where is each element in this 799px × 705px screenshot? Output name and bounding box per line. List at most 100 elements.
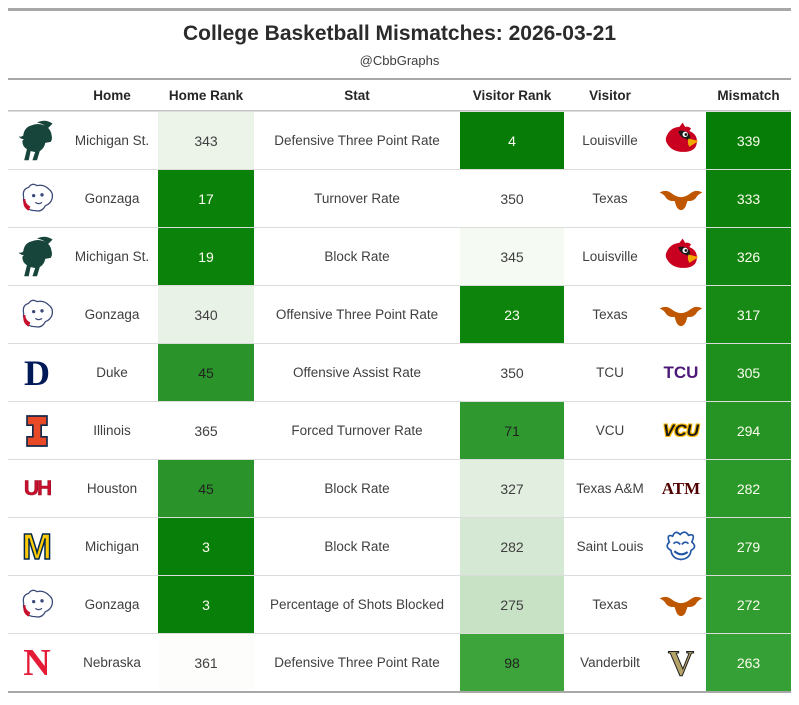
houston-uh-logo: UH <box>23 477 53 500</box>
home-team-name: Michigan St. <box>74 133 150 148</box>
visitor-rank-cell: 23 <box>460 286 564 343</box>
mismatch-cell: 339 <box>706 112 791 169</box>
page-title: College Basketball Mismatches: 2026-03-2… <box>182 22 617 45</box>
mismatch-cell: 333 <box>706 170 791 227</box>
stat-cell: Block Rate <box>324 539 390 554</box>
louisville-cardinal-logo <box>656 228 706 285</box>
home-rank-cell: 343 <box>158 112 254 169</box>
stat-cell: Percentage of Shots Blocked <box>269 597 445 612</box>
mismatch-cell: 294 <box>706 402 791 459</box>
visitor-rank-cell: 4 <box>460 112 564 169</box>
table-row: Gonzaga 17 Turnover Rate 350 Texas 333 <box>8 169 791 227</box>
header-visitor: Visitor <box>589 87 631 103</box>
subtitle-handle: @CbbGraphs <box>359 53 440 68</box>
mismatch-cell: 282 <box>706 460 791 517</box>
michigan-state-spartan-logo <box>8 228 66 285</box>
visitor-team-name: Vanderbilt <box>580 655 640 670</box>
visitor-team-name: Louisville <box>582 249 638 264</box>
visitor-team-name: TCU <box>596 365 624 380</box>
table-row: Gonzaga 340 Offensive Three Point Rate 2… <box>8 285 791 343</box>
vanderbilt-v-logo: V <box>668 642 695 683</box>
texas-longhorn-logo <box>656 576 706 633</box>
nebraska-n-logo: N <box>23 641 51 684</box>
mismatch-cell: 305 <box>706 344 791 401</box>
stat-cell: Turnover Rate <box>314 191 400 206</box>
visitor-team-name: Texas <box>592 191 628 206</box>
home-rank-cell: 365 <box>158 402 254 459</box>
home-team-name: Nebraska <box>83 655 141 670</box>
mismatch-cell: 317 <box>706 286 791 343</box>
home-team-name: Michigan <box>84 539 140 554</box>
stat-cell: Forced Turnover Rate <box>291 423 423 438</box>
top-rule <box>8 8 791 11</box>
visitor-team-name: Texas <box>592 597 628 612</box>
texas-longhorn-logo <box>656 170 706 227</box>
visitor-rank-cell: 350 <box>460 344 564 401</box>
header-home-rank: Home Rank <box>168 87 244 103</box>
mismatch-cell: 279 <box>706 518 791 575</box>
tcu-wordmark-logo: TCU <box>663 363 699 382</box>
duke-d-logo: D <box>24 352 50 393</box>
visitor-team-name: VCU <box>595 423 625 438</box>
column-header-row: Home Home Rank Stat Visitor Rank Visitor… <box>8 80 791 111</box>
texas-am-atm-logo: ATM <box>661 479 701 498</box>
mid-rule <box>8 78 791 80</box>
table-row: N Nebraska 361 Defensive Three Point Rat… <box>8 633 791 691</box>
visitor-rank-cell: 98 <box>460 634 564 691</box>
table-graphic: College Basketball Mismatches: 2026-03-2… <box>0 8 799 693</box>
visitor-team-name: Texas <box>592 307 628 322</box>
home-team-name: Michigan St. <box>74 249 150 264</box>
home-rank-cell: 340 <box>158 286 254 343</box>
home-team-name: Illinois <box>93 423 131 438</box>
home-rank-cell: 17 <box>158 170 254 227</box>
home-rank-cell: 45 <box>158 460 254 517</box>
visitor-rank-cell: 327 <box>460 460 564 517</box>
visitor-rank-cell: 350 <box>460 170 564 227</box>
visitor-team-name: Louisville <box>582 133 638 148</box>
table-row: Michigan St. 19 Block Rate 345 Louisvill… <box>8 227 791 285</box>
stat-cell: Defensive Three Point Rate <box>274 133 440 148</box>
texas-longhorn-logo <box>656 286 706 343</box>
table-row: Michigan St. 343 Defensive Three Point R… <box>8 111 791 169</box>
header-mismatch: Mismatch <box>717 87 780 103</box>
michigan-state-spartan-logo <box>8 112 66 169</box>
stat-cell: Offensive Assist Rate <box>292 365 422 380</box>
home-team-name: Gonzaga <box>84 191 140 206</box>
vcu-wordmark-logo: VCU <box>663 421 699 440</box>
stat-cell: Offensive Three Point Rate <box>275 307 439 322</box>
visitor-rank-cell: 71 <box>460 402 564 459</box>
michigan-block-m-logo: M <box>21 525 53 567</box>
saint-louis-billiken-logo <box>656 518 706 575</box>
table-row: D Duke 45 Offensive Assist Rate 350 TCU … <box>8 343 791 401</box>
header-stat: Stat <box>344 87 370 103</box>
header-visitor-rank: Visitor Rank <box>472 87 552 103</box>
bottom-rule <box>8 691 791 693</box>
home-team-name: Houston <box>86 481 138 496</box>
mismatch-cell: 263 <box>706 634 791 691</box>
home-rank-cell: 361 <box>158 634 254 691</box>
visitor-team-name: Saint Louis <box>576 539 644 554</box>
home-team-name: Gonzaga <box>84 307 140 322</box>
table-row: M Michigan 3 Block Rate 282 Saint Louis … <box>8 517 791 575</box>
visitor-rank-cell: 275 <box>460 576 564 633</box>
illinois-block-i-logo <box>8 402 66 459</box>
home-rank-cell: 45 <box>158 344 254 401</box>
header-home: Home <box>93 87 131 103</box>
home-rank-cell: 19 <box>158 228 254 285</box>
home-rank-cell: 3 <box>158 518 254 575</box>
home-team-name: Gonzaga <box>84 597 140 612</box>
visitor-team-name: Texas A&M <box>576 481 644 496</box>
home-team-name: Duke <box>96 365 128 380</box>
louisville-cardinal-logo <box>656 112 706 169</box>
stat-cell: Defensive Three Point Rate <box>274 655 440 670</box>
gonzaga-bulldog-logo <box>8 170 66 227</box>
mismatch-cell: 326 <box>706 228 791 285</box>
table-row: Illinois 365 Forced Turnover Rate 71 VCU… <box>8 401 791 459</box>
table-row: UH Houston 45 Block Rate 327 Texas A&M A… <box>8 459 791 517</box>
stat-cell: Block Rate <box>324 481 390 496</box>
home-rank-cell: 3 <box>158 576 254 633</box>
table-row: Gonzaga 3 Percentage of Shots Blocked 27… <box>8 575 791 633</box>
gonzaga-bulldog-logo <box>8 286 66 343</box>
visitor-rank-cell: 345 <box>460 228 564 285</box>
stat-cell: Block Rate <box>324 249 390 264</box>
